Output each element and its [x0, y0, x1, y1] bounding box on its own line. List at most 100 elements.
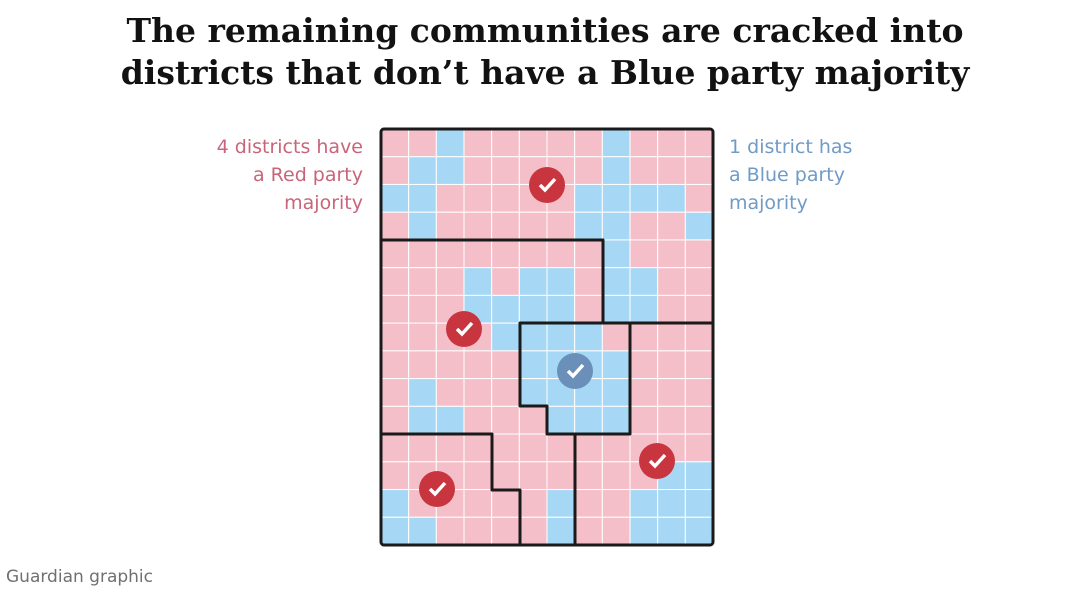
cell — [491, 239, 520, 269]
cell — [629, 211, 659, 241]
cell — [435, 211, 465, 241]
cell — [463, 267, 493, 296]
cell — [657, 516, 686, 546]
cell — [629, 489, 659, 518]
cell — [546, 461, 576, 491]
cell — [684, 378, 714, 407]
cell — [408, 322, 437, 352]
cell — [463, 128, 493, 158]
cell — [629, 350, 659, 380]
cell — [491, 128, 520, 158]
cell — [408, 516, 437, 546]
cell — [518, 405, 548, 435]
cell — [463, 211, 493, 241]
cell — [380, 461, 410, 491]
cell — [546, 267, 576, 296]
cell — [491, 183, 520, 213]
cell — [435, 405, 465, 435]
cell — [463, 156, 493, 185]
cell — [657, 378, 686, 407]
cell — [601, 350, 631, 380]
cell — [435, 267, 465, 296]
cell — [491, 378, 520, 407]
cell — [601, 322, 631, 352]
cell — [684, 156, 714, 185]
cell — [408, 350, 437, 380]
cell — [684, 267, 714, 296]
cell — [657, 128, 686, 158]
cell — [380, 516, 410, 546]
district-border — [381, 238, 605, 323]
outer-border — [379, 127, 715, 547]
cell — [518, 294, 548, 324]
check-red — [639, 443, 675, 479]
cell — [684, 405, 714, 435]
cell — [408, 294, 437, 324]
cell — [518, 350, 548, 380]
cell — [629, 405, 659, 435]
cell — [684, 516, 714, 546]
cell — [380, 267, 410, 296]
cell — [574, 156, 603, 185]
cell — [518, 211, 548, 241]
cell — [463, 461, 493, 491]
cell — [463, 433, 493, 463]
title-line: The remaining communities are cracked in… — [126, 11, 963, 50]
cell — [463, 378, 493, 407]
cell — [601, 183, 631, 213]
cell — [574, 294, 603, 324]
cell — [518, 489, 548, 518]
cell — [408, 405, 437, 435]
cell — [408, 378, 437, 407]
cell — [380, 489, 410, 518]
cell — [435, 156, 465, 185]
cell — [518, 322, 548, 352]
cell — [408, 183, 437, 213]
cell — [463, 405, 493, 435]
cell — [601, 267, 631, 296]
district-borders — [379, 127, 715, 547]
checks — [419, 167, 675, 507]
cell — [601, 156, 631, 185]
check-red — [529, 167, 565, 203]
cell — [629, 378, 659, 407]
cell — [657, 267, 686, 296]
cell — [491, 294, 520, 324]
cell — [435, 183, 465, 213]
cell — [657, 350, 686, 380]
cell — [546, 128, 576, 158]
cell — [657, 183, 686, 213]
cell — [518, 433, 548, 463]
cell — [574, 322, 603, 352]
cell — [629, 128, 659, 158]
cell — [657, 405, 686, 435]
district-border — [518, 321, 632, 436]
cell — [518, 516, 548, 546]
cell — [491, 267, 520, 296]
red-label: a Red party — [253, 164, 363, 186]
cell — [546, 405, 576, 435]
cell — [574, 461, 603, 491]
cell — [435, 350, 465, 380]
cell — [684, 461, 714, 491]
cell — [491, 156, 520, 185]
cell — [518, 461, 548, 491]
cell — [435, 516, 465, 546]
cell — [435, 433, 465, 463]
cell — [491, 211, 520, 241]
cell — [463, 350, 493, 380]
cell — [518, 267, 548, 296]
cell — [684, 322, 714, 352]
red-label: 4 districts have — [217, 136, 363, 158]
cell — [601, 516, 631, 546]
check-blue — [557, 353, 593, 389]
cell — [601, 128, 631, 158]
blue-label: majority — [729, 192, 808, 214]
cell — [601, 211, 631, 241]
cell — [380, 211, 410, 241]
cell — [546, 239, 576, 269]
cell — [435, 378, 465, 407]
cell — [601, 405, 631, 435]
cell — [629, 156, 659, 185]
